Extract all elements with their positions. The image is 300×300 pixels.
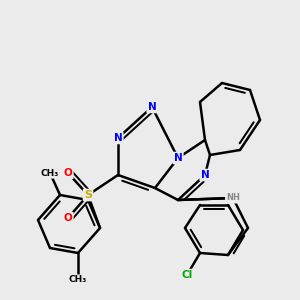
Text: CH₃: CH₃	[41, 169, 59, 178]
Text: CH₃: CH₃	[69, 275, 87, 284]
Text: O: O	[64, 213, 72, 223]
Text: Cl: Cl	[182, 270, 193, 280]
Text: S: S	[84, 190, 92, 200]
Text: O: O	[64, 168, 72, 178]
Text: N: N	[114, 133, 122, 143]
Text: NH: NH	[226, 194, 240, 202]
Text: N: N	[201, 170, 209, 180]
Text: N: N	[148, 102, 156, 112]
Text: N: N	[174, 153, 182, 163]
